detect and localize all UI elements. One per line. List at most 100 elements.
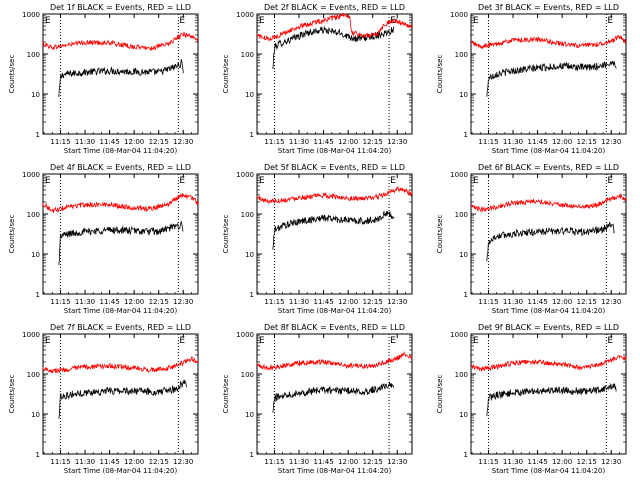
panel-8-corner-marker-right: E bbox=[390, 336, 396, 346]
panel-4-ytick-label-10: 10 bbox=[31, 251, 40, 259]
panel-5-xtick-label-2: 11:45 bbox=[313, 298, 333, 306]
panel-1-ytick-label-100: 100 bbox=[27, 51, 40, 59]
panel-4-xtick-label-3: 12:00 bbox=[124, 298, 144, 306]
panel-8-xtick-label-4: 12:15 bbox=[363, 458, 383, 466]
panel-3-events-series bbox=[486, 60, 617, 97]
panel-1-ytick-label-1: 1 bbox=[36, 131, 40, 139]
panel-7-axes-frame bbox=[42, 333, 199, 455]
panel-1-events-series bbox=[58, 58, 184, 98]
panel-8-xtick-label-2: 11:45 bbox=[313, 458, 333, 466]
panel-5-ytick-label-1000: 1000 bbox=[236, 171, 254, 179]
panel-8-xtick-label-5: 12:30 bbox=[387, 458, 407, 466]
panel-7-corner-marker-left: E bbox=[45, 336, 51, 346]
panel-1-xtick-label-5: 12:30 bbox=[173, 138, 193, 146]
panel-6-xtick-label-1: 11:30 bbox=[503, 298, 523, 306]
panel-7-xtick-label-2: 11:45 bbox=[99, 458, 119, 466]
panel-3-xtick-label-2: 11:45 bbox=[527, 138, 547, 146]
panel-9-xtick-label-4: 12:15 bbox=[577, 458, 597, 466]
panel-8-ytick-label-100: 100 bbox=[241, 371, 254, 379]
panel-4-xtick-label-4: 12:15 bbox=[149, 298, 169, 306]
panel-6-ytick-label-1000: 1000 bbox=[450, 171, 468, 179]
panel-1-ylabel: Counts/sec bbox=[8, 55, 16, 94]
panel-4-xtick-label-1: 11:30 bbox=[75, 298, 95, 306]
panel-8-title: Det 8f BLACK = Events, RED = LLD bbox=[264, 323, 405, 332]
panel-6-xtick-label-4: 12:15 bbox=[577, 298, 597, 306]
panel-7-ytick-label-10: 10 bbox=[31, 411, 40, 419]
panel-6-corner-marker-right: E bbox=[607, 176, 613, 186]
panel-1-xtick-label-2: 11:45 bbox=[99, 138, 119, 146]
panel-1-xtick-label-4: 12:15 bbox=[149, 138, 169, 146]
panel-7-ytick-label-100: 100 bbox=[27, 371, 40, 379]
panel-6-xtick-label-2: 11:45 bbox=[527, 298, 547, 306]
panel-6-events-series bbox=[486, 221, 615, 262]
panel-2-lld-series bbox=[256, 12, 413, 42]
panel-5-xtick-label-0: 11:15 bbox=[264, 298, 284, 306]
panel-4-ytick-label-100: 100 bbox=[27, 211, 40, 219]
panel-2-events-series bbox=[272, 26, 395, 69]
panel-6-ylabel: Counts/sec bbox=[436, 215, 444, 254]
panel-5-lld-series bbox=[256, 186, 413, 205]
panel-6-xlabel: Start Time (08-Mar-04 11:04:20) bbox=[492, 307, 606, 315]
panel-3-ylabel: Counts/sec bbox=[436, 55, 444, 94]
panel-5-xtick-label-1: 11:30 bbox=[289, 298, 309, 306]
panel-1-xtick-label-3: 12:00 bbox=[124, 138, 144, 146]
panel-1-lld-series bbox=[42, 31, 199, 52]
panel-8-ytick-label-10: 10 bbox=[245, 411, 254, 419]
panel-9-xtick-label-2: 11:45 bbox=[527, 458, 547, 466]
panel-9-corner-marker-right: E bbox=[607, 336, 613, 346]
panel-2-xtick-label-2: 11:45 bbox=[313, 138, 333, 146]
panel-9-lld-series bbox=[470, 355, 627, 373]
panel-6-corner-marker-left: E bbox=[473, 176, 479, 186]
panel-6-ytick-label-10: 10 bbox=[459, 251, 468, 259]
panel-5-corner-marker-right: E bbox=[390, 176, 396, 186]
panel-3-corner-marker-right: E bbox=[607, 16, 613, 26]
panel-7-ytick-label-1000: 1000 bbox=[22, 331, 40, 339]
panel-2-ytick-label-10: 10 bbox=[245, 91, 254, 99]
panel-3-xtick-label-0: 11:15 bbox=[478, 138, 498, 146]
panel-5-xlabel: Start Time (08-Mar-04 11:04:20) bbox=[278, 307, 392, 315]
panel-3-xtick-label-4: 12:15 bbox=[577, 138, 597, 146]
panel-6-ytick-label-1: 1 bbox=[464, 291, 468, 299]
panel-5-ytick-label-10: 10 bbox=[245, 251, 254, 259]
panel-4-ytick-label-1000: 1000 bbox=[22, 171, 40, 179]
panel-9-ylabel: Counts/sec bbox=[436, 375, 444, 414]
panel-5-events-series bbox=[272, 210, 395, 250]
panel-9-xtick-label-1: 11:30 bbox=[503, 458, 523, 466]
panel-9-events-series bbox=[486, 382, 617, 417]
panel-1-xlabel: Start Time (08-Mar-04 11:04:20) bbox=[64, 147, 178, 155]
panel-5-ytick-label-1: 1 bbox=[250, 291, 254, 299]
panel-8-xtick-label-1: 11:30 bbox=[289, 458, 309, 466]
panel-7-xtick-label-1: 11:30 bbox=[75, 458, 95, 466]
panel-8-xtick-label-3: 12:00 bbox=[338, 458, 358, 466]
panel-2-xtick-label-1: 11:30 bbox=[289, 138, 309, 146]
panel-2-xtick-label-4: 12:15 bbox=[363, 138, 383, 146]
panel-8-xtick-label-0: 11:15 bbox=[264, 458, 284, 466]
panel-9-corner-marker-left: E bbox=[473, 336, 479, 346]
panel-3-ytick-label-10: 10 bbox=[459, 91, 468, 99]
panel-4-xlabel: Start Time (08-Mar-04 11:04:20) bbox=[64, 307, 178, 315]
panel-4-corner-marker-left: E bbox=[45, 176, 51, 186]
panel-3-title: Det 3f BLACK = Events, RED = LLD bbox=[478, 3, 619, 12]
panel-2-axes-frame bbox=[256, 13, 413, 135]
panel-9-ytick-label-10: 10 bbox=[459, 411, 468, 419]
panel-5-ylabel: Counts/sec bbox=[222, 215, 230, 254]
panel-4-axes-frame bbox=[42, 173, 199, 295]
panel-1-axes-frame bbox=[42, 13, 199, 135]
panel-4-xtick-label-0: 11:15 bbox=[50, 298, 70, 306]
panel-5-xtick-label-5: 12:30 bbox=[387, 298, 407, 306]
panel-7-corner-marker-right: E bbox=[179, 336, 185, 346]
panel-6-lld-series bbox=[470, 192, 627, 213]
panel-7-events-series bbox=[58, 379, 187, 419]
panel-2-corner-marker-left: E bbox=[259, 16, 265, 26]
panel-2-ytick-label-1: 1 bbox=[250, 131, 254, 139]
panel-2-xlabel: Start Time (08-Mar-04 11:04:20) bbox=[278, 147, 392, 155]
panel-2-title: Det 2f BLACK = Events, RED = LLD bbox=[264, 3, 405, 12]
panel-8-ytick-label-1000: 1000 bbox=[236, 331, 254, 339]
panel-1-xtick-label-0: 11:15 bbox=[50, 138, 70, 146]
panel-6-xtick-label-0: 11:15 bbox=[478, 298, 498, 306]
panel-7-xtick-label-4: 12:15 bbox=[149, 458, 169, 466]
panel-1-corner-marker-right: E bbox=[179, 16, 185, 26]
panel-3-axes-frame bbox=[470, 13, 627, 135]
panel-9-xlabel: Start Time (08-Mar-04 11:04:20) bbox=[492, 467, 606, 475]
panel-4-corner-marker-right: E bbox=[179, 176, 185, 186]
